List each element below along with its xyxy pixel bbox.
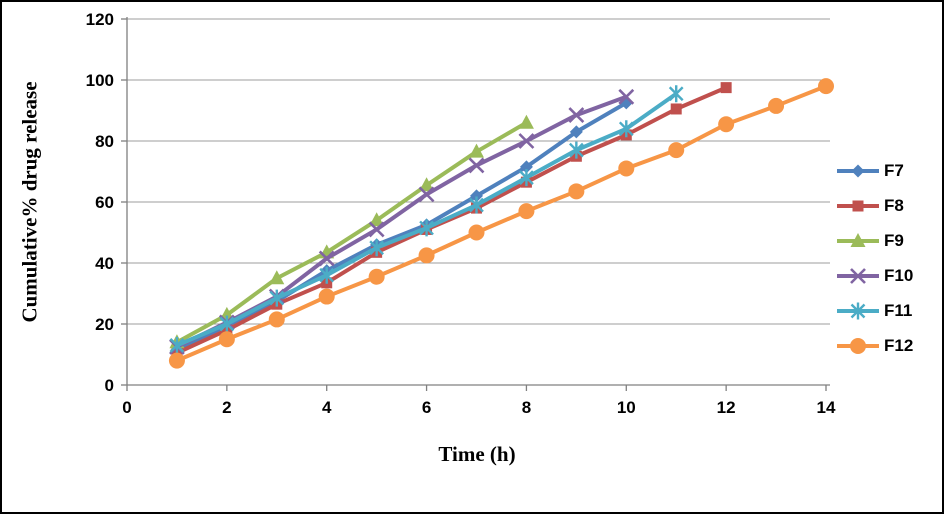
- marker-asterisk: [319, 266, 335, 284]
- marker-asterisk: [569, 141, 584, 159]
- marker-triangle: [469, 143, 484, 158]
- y-tick-label: 80: [95, 132, 114, 151]
- marker-asterisk: [519, 169, 534, 187]
- y-tick-label: 40: [95, 254, 114, 273]
- x-axis-title: Time (h): [438, 442, 516, 466]
- marker-x: [418, 186, 435, 203]
- gridlines: [127, 18, 830, 325]
- marker-circle: [818, 78, 834, 95]
- marker-asterisk: [850, 302, 866, 319]
- series-F12: [168, 78, 834, 369]
- marker-circle: [668, 142, 685, 159]
- marker-asterisk: [169, 336, 185, 354]
- legend-marker-circle-icon: [837, 337, 879, 354]
- marker-square: [852, 200, 864, 211]
- legend-marker-square-icon: [837, 200, 879, 211]
- legend-marker-triangle-icon: [837, 232, 879, 247]
- series-line-F12: [176, 84, 827, 363]
- legend: F7 F8 F9 F10 F11 F12: [836, 153, 913, 363]
- marker-triangle: [269, 270, 285, 285]
- marker-x: [568, 107, 585, 123]
- marker-asterisk: [668, 85, 684, 103]
- series-F10: [169, 88, 635, 355]
- series-line-F7: [176, 101, 628, 352]
- marker-circle: [468, 224, 485, 241]
- legend-marker-diamond-icon: [837, 164, 879, 177]
- y-tick-label: 0: [105, 376, 114, 395]
- marker-x: [618, 88, 635, 105]
- marker-triangle: [518, 114, 534, 129]
- marker-triangle: [369, 212, 385, 227]
- marker-x: [318, 250, 335, 267]
- x-tick-label: 4: [322, 398, 332, 417]
- marker-asterisk: [618, 120, 634, 138]
- y-tick-label: 100: [86, 71, 114, 90]
- axes: 0 20 40 60 80 100 120 0 2 4 6 8 10 12 14: [86, 10, 836, 417]
- marker-circle: [568, 183, 585, 200]
- legend-label: F10: [884, 265, 914, 285]
- marker-circle: [318, 288, 335, 305]
- series-line-F9: [175, 120, 528, 345]
- marker-circle: [718, 116, 735, 133]
- x-tick-label: 2: [222, 398, 231, 417]
- legend-label: F9: [884, 230, 904, 250]
- legend-label: F11: [884, 300, 913, 320]
- marker-circle: [218, 331, 235, 348]
- y-tick-label: 60: [95, 193, 114, 212]
- marker-circle: [418, 247, 435, 264]
- legend-item-F11: F11: [836, 293, 913, 328]
- marker-diamond: [569, 125, 583, 139]
- legend-marker-asterisk-icon: [837, 302, 879, 319]
- legend-item-F10: F10: [836, 258, 913, 293]
- marker-asterisk: [219, 315, 235, 333]
- legend-label: F12: [884, 335, 914, 355]
- marker-diamond: [470, 189, 483, 203]
- x-tick-label: 8: [522, 398, 531, 417]
- marker-asterisk: [419, 219, 434, 237]
- marker-asterisk: [469, 196, 484, 214]
- marker-asterisk: [269, 289, 285, 307]
- legend-label: F8: [884, 195, 904, 215]
- legend-label: F7: [884, 160, 904, 180]
- marker-circle: [618, 160, 635, 177]
- marker-circle: [268, 311, 285, 328]
- series-line-F10: [176, 94, 627, 349]
- marker-square: [720, 82, 732, 94]
- marker-circle: [368, 268, 385, 285]
- marker-x: [850, 267, 866, 284]
- marker-triangle: [850, 232, 866, 247]
- x-tick-label: 10: [617, 398, 636, 417]
- marker-square: [670, 103, 682, 115]
- y-tick-label: 20: [95, 315, 114, 334]
- x-tick-label: 12: [717, 398, 736, 417]
- legend-item-F7: F7: [836, 153, 913, 188]
- series-F11: [169, 85, 684, 354]
- legend-item-F12: F12: [836, 328, 913, 363]
- x-tick-label: 0: [122, 398, 131, 417]
- legend-marker-x-icon: [837, 267, 879, 284]
- marker-circle: [850, 337, 866, 354]
- marker-circle: [518, 203, 535, 220]
- marker-x: [368, 221, 385, 238]
- series-F8: [171, 82, 732, 359]
- marker-diamond: [851, 164, 865, 177]
- y-tick-label: 120: [86, 10, 114, 29]
- marker-diamond: [519, 160, 533, 174]
- marker-triangle: [419, 177, 435, 192]
- x-tick-label: 6: [422, 398, 431, 417]
- marker-x: [518, 133, 535, 149]
- y-axis-title: Cumulative% drug release: [17, 81, 42, 323]
- marker-asterisk: [369, 239, 384, 257]
- marker-circle: [768, 97, 785, 114]
- legend-item-F9: F9: [836, 223, 913, 258]
- legend-item-F8: F8: [836, 188, 913, 223]
- x-tick-label: 14: [817, 398, 836, 417]
- series-line-F8: [176, 85, 727, 355]
- marker-circle: [168, 352, 185, 369]
- marker-x: [468, 157, 485, 174]
